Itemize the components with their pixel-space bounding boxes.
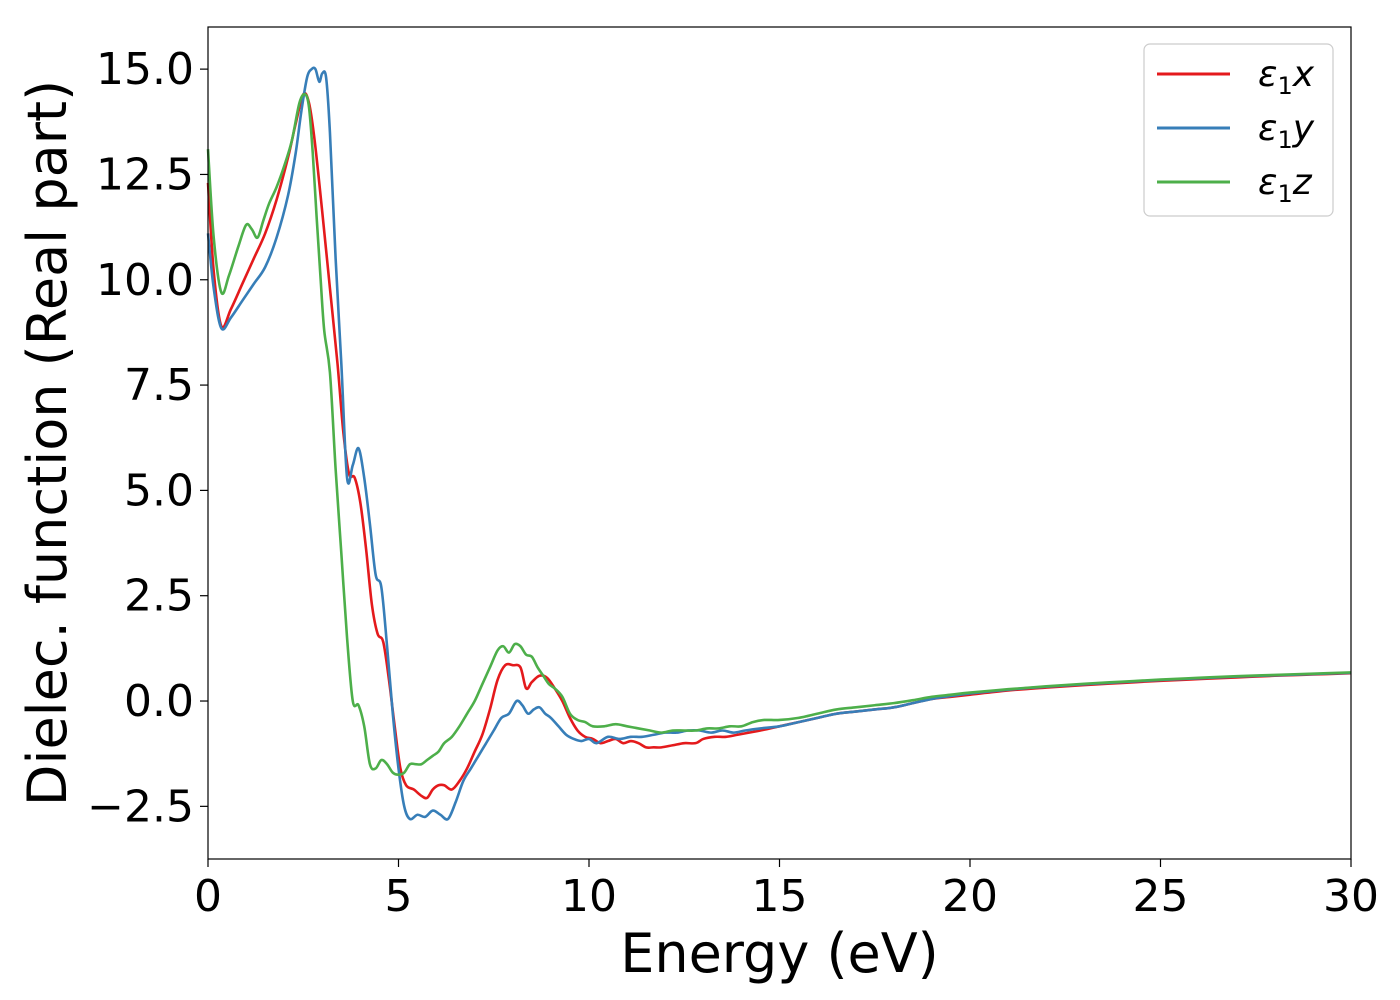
x-tick-label: 20 xyxy=(942,871,998,922)
legend: ε1x ε1y ε1z xyxy=(1143,43,1334,217)
legend-label-x: ε1x xyxy=(1258,54,1315,100)
y-tick-label: 10.0 xyxy=(96,255,194,306)
x-axis-title: Energy (eV) xyxy=(620,922,939,985)
series-layer xyxy=(206,66,1352,821)
legend-label-z: ε1z xyxy=(1258,162,1313,208)
y-axis-title: Dielec. function (Real part) xyxy=(16,80,79,806)
y-axis: −2.5 0.0 2.5 5.0 7.5 10.0 12.5 15.0 xyxy=(87,44,208,832)
legend-label-y: ε1y xyxy=(1258,108,1315,154)
legend-box xyxy=(1143,43,1334,217)
y-tick-label: 15.0 xyxy=(96,44,194,95)
y-tick-label: 0.0 xyxy=(124,676,194,727)
x-tick-label: 25 xyxy=(1133,871,1189,922)
x-tick-label: 0 xyxy=(194,871,222,922)
y-tick-label: 2.5 xyxy=(124,571,194,622)
y-tick-label: 7.5 xyxy=(124,360,194,411)
series-line-z xyxy=(206,92,1352,777)
x-tick-label: 30 xyxy=(1323,871,1379,922)
x-tick-label: 10 xyxy=(561,871,617,922)
y-tick-label: 12.5 xyxy=(96,149,194,200)
y-tick-label: 5.0 xyxy=(124,465,194,516)
y-tick-label: −2.5 xyxy=(87,781,194,832)
x-axis: 0 5 10 15 20 25 30 xyxy=(194,859,1379,922)
x-tick-label: 15 xyxy=(752,871,808,922)
series-line-y xyxy=(206,66,1352,821)
x-tick-label: 5 xyxy=(385,871,413,922)
